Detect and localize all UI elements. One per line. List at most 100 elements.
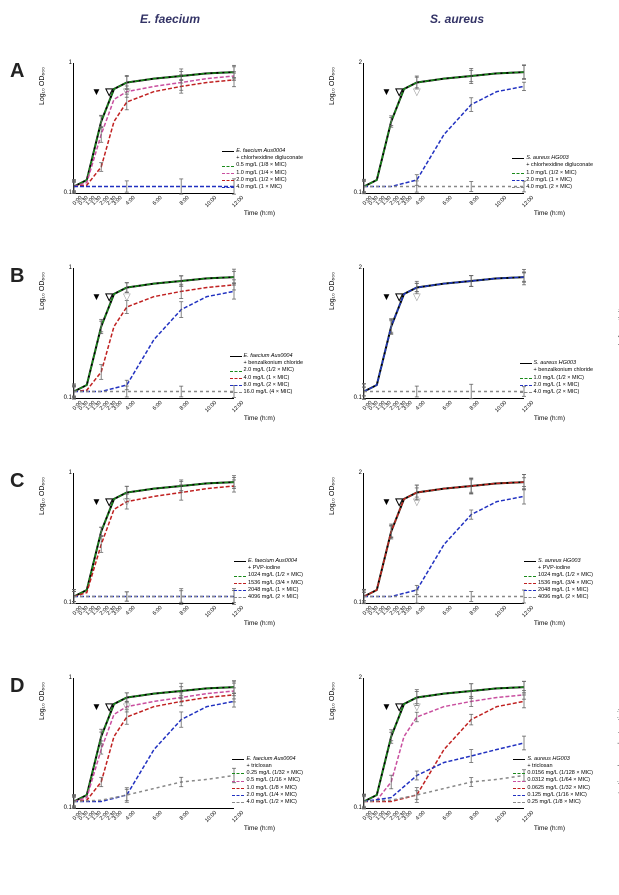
x-tick: 8:00 bbox=[179, 195, 191, 207]
x-axis-label: Time (h:m) bbox=[244, 620, 275, 627]
x-tick: 10:00 bbox=[204, 400, 218, 414]
marker-arrow-grey: ▽ bbox=[123, 703, 131, 713]
y-axis-label: Log₁₀ OD₆₀₀ bbox=[329, 67, 336, 105]
marker-arrow-white: ▽ bbox=[105, 88, 113, 98]
plot-area: 0.120:000:301:001:302:002:303:004:006:00… bbox=[363, 678, 524, 809]
legend-strain: E. faecium Aus0004 bbox=[244, 353, 293, 360]
marker-arrow-black: ▼ bbox=[381, 498, 391, 508]
y-tick: 2 bbox=[359, 470, 362, 476]
plot-area: 0.110:000:301:001:302:002:303:004:006:00… bbox=[73, 63, 234, 194]
row-label-D: D bbox=[10, 675, 24, 698]
x-tick: 8:00 bbox=[179, 810, 191, 822]
column-header-0: E. faecium bbox=[140, 12, 200, 26]
legend-item: 1.0 mg/L (1/8 × MIC) bbox=[246, 785, 296, 792]
row-label-A: A bbox=[10, 60, 24, 83]
legend-item: 1024 mg/L (1/2 × MIC) bbox=[248, 572, 303, 579]
legend-item: 4096 mg/L (2 × MIC) bbox=[248, 594, 298, 601]
y-tick: 0.1 bbox=[354, 600, 362, 606]
legend-agent: + PVP-iodine bbox=[248, 565, 280, 572]
x-axis-label: Time (h:m) bbox=[244, 210, 275, 217]
legend-item: 16.0 mg/L (4 × MIC) bbox=[244, 389, 293, 396]
panel-B-0: Log₁₀ OD₆₀₀0.110:000:301:001:302:002:303… bbox=[35, 260, 305, 440]
series-line bbox=[74, 776, 234, 802]
legend-item: 4.0 mg/L (1/2 × MIC) bbox=[246, 799, 296, 806]
legend-strain: E. faecium Aus0004 bbox=[248, 558, 297, 565]
x-axis-label: Time (h:m) bbox=[534, 210, 565, 217]
legend-item: 4096 mg/L (2 × MIC) bbox=[538, 594, 588, 601]
x-tick: 8:00 bbox=[179, 605, 191, 617]
x-axis-label: Time (h:m) bbox=[534, 825, 565, 832]
y-axis-label: Log₁₀ OD₆₀₀ bbox=[329, 272, 336, 310]
x-tick: 8:00 bbox=[469, 400, 481, 412]
legend-agent: + benzalkonium chloride bbox=[244, 360, 303, 367]
plot-area: 0.110:000:301:001:302:002:303:004:006:00… bbox=[73, 473, 234, 604]
legend-agent: + chlorhexidine digluconate bbox=[236, 155, 303, 162]
marker-arrow-grey: ▽ bbox=[123, 293, 131, 303]
x-tick: 6:00 bbox=[152, 605, 164, 617]
marker-arrow-white: ▽ bbox=[105, 498, 113, 508]
legend-item: 0.0312 mg/L (1/64 × MIC) bbox=[527, 777, 590, 784]
x-tick: 6:00 bbox=[442, 605, 454, 617]
x-tick: 12:00 bbox=[521, 605, 535, 619]
panel-C-1: Log₁₀ OD₆₀₀ 0.120:000:301:001:302:002:303… bbox=[325, 465, 595, 645]
x-tick: 12:00 bbox=[231, 195, 245, 209]
x-axis-label: Time (h:m) bbox=[244, 415, 275, 422]
legend-strain: S. aureus HG003 bbox=[527, 756, 570, 763]
y-axis-label: Log₁₀ OD₆₀₀ bbox=[39, 477, 46, 515]
x-tick: 12:00 bbox=[231, 400, 245, 414]
x-tick: 8:00 bbox=[469, 195, 481, 207]
x-tick: 12:00 bbox=[231, 605, 245, 619]
x-tick: 4:00 bbox=[125, 195, 137, 207]
y-tick: 2 bbox=[359, 265, 362, 271]
y-tick: 1 bbox=[69, 60, 72, 66]
y-axis-label: Log₁₀ OD₆₀₀ bbox=[39, 682, 46, 720]
curves-svg bbox=[364, 268, 524, 398]
marker-arrow-white: ▽ bbox=[105, 703, 113, 713]
panel-D-0: Log₁₀ OD₆₀₀0.110:000:301:001:302:002:303… bbox=[35, 670, 305, 850]
legend: E. faecium Aus0004+ triclosan0.25 mg/L (… bbox=[232, 756, 303, 806]
x-tick: 8:00 bbox=[469, 810, 481, 822]
marker-arrow-white: ▽ bbox=[395, 88, 403, 98]
legend-item: 1536 mg/L (3/4 × MIC) bbox=[538, 580, 593, 587]
marker-arrow-black: ▼ bbox=[91, 498, 101, 508]
x-tick: 10:00 bbox=[494, 605, 508, 619]
plot-area: 0.120:000:301:001:302:002:303:004:006:00… bbox=[363, 63, 524, 194]
legend-agent: + benzalkonium chloride bbox=[534, 367, 593, 374]
legend-item: 4.0 mg/L (1 × MIC) bbox=[244, 375, 290, 382]
x-tick: 4:00 bbox=[415, 195, 427, 207]
marker-arrow-grey: ▽ bbox=[413, 703, 421, 713]
panel-B-1: Log₁₀ OD₆₀₀ 0.120:000:301:001:302:002:303… bbox=[325, 260, 595, 440]
legend-item: 1536 mg/L (3/4 × MIC) bbox=[248, 580, 303, 587]
x-tick: 8:00 bbox=[179, 400, 191, 412]
x-axis-label: Time (h:m) bbox=[244, 825, 275, 832]
plot-area: 0.120:000:301:001:302:002:303:004:006:00… bbox=[363, 473, 524, 604]
x-tick: 12:00 bbox=[521, 195, 535, 209]
y-tick: 2 bbox=[359, 675, 362, 681]
x-tick: 10:00 bbox=[204, 810, 218, 824]
x-tick: 4:00 bbox=[415, 810, 427, 822]
curves-svg bbox=[364, 473, 524, 603]
marker-arrow-white: ▽ bbox=[395, 703, 403, 713]
x-tick: 10:00 bbox=[494, 400, 508, 414]
y-axis-label: Log₁₀ OD₆₀₀ bbox=[329, 682, 336, 720]
legend-item: 4.0 mg/L (1 × MIC) bbox=[236, 184, 282, 191]
x-tick: 12:00 bbox=[521, 810, 535, 824]
row-label-B: B bbox=[10, 265, 24, 288]
legend-item: 0.0156 mg/L (1/128 × MIC) bbox=[527, 770, 593, 777]
x-tick: 10:00 bbox=[204, 195, 218, 209]
legend-item: 0.125 mg/L (1/16 × MIC) bbox=[527, 792, 587, 799]
marker-arrow-white: ▽ bbox=[395, 293, 403, 303]
marker-arrow-black: ▼ bbox=[381, 88, 391, 98]
marker-arrow-white: ▽ bbox=[395, 498, 403, 508]
legend-strain: E. faecium Aus0004 bbox=[246, 756, 295, 763]
x-tick: 6:00 bbox=[442, 400, 454, 412]
y-axis-label: Log₁₀ OD₆₀₀ bbox=[329, 477, 336, 515]
legend-item: 2048 mg/L (1 × MIC) bbox=[248, 587, 298, 594]
x-tick: 8:00 bbox=[469, 605, 481, 617]
y-tick: 0.1 bbox=[64, 395, 72, 401]
plot-area: 0.120:000:301:001:302:002:303:004:006:00… bbox=[363, 268, 524, 399]
panel-A-1: Log₁₀ OD₆₀₀ 0.120:000:301:001:302:002:303… bbox=[325, 55, 595, 235]
legend-item: 4.0 mg/L (2 × MIC) bbox=[526, 184, 572, 191]
y-tick: 1 bbox=[69, 265, 72, 271]
legend-item: 2.0 mg/L (1/2 × MIC) bbox=[244, 367, 294, 374]
